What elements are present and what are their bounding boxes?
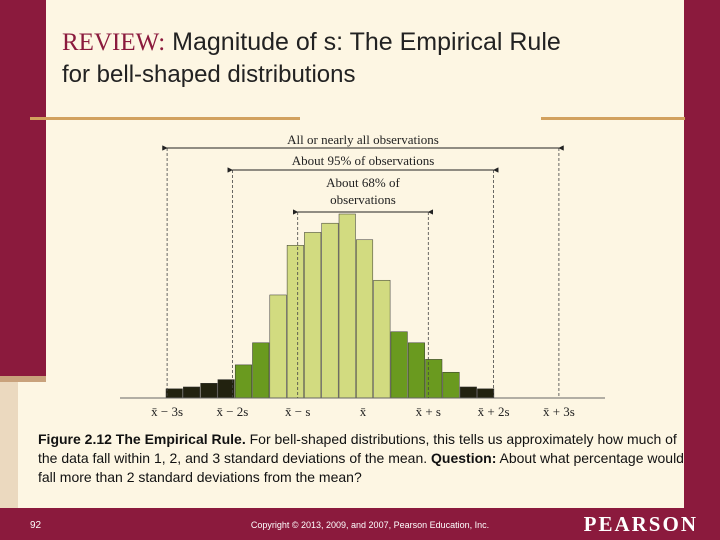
page-number: 92 <box>30 520 42 531</box>
caption-question-label: Question: <box>431 450 497 466</box>
histogram-bar <box>477 388 495 399</box>
annotation-label-bg <box>261 153 465 168</box>
histogram-bar <box>165 388 183 399</box>
slide-title: REVIEW: Magnitude of s: The Empirical Ru… <box>62 26 682 91</box>
caption-question: About what percentage would fall more th… <box>38 450 684 485</box>
histogram-bar <box>252 342 270 399</box>
x-tick-label: x̄ + s <box>416 404 441 419</box>
histogram-bar <box>304 232 322 399</box>
figure-caption: Figure 2.12 The Empirical Rule. For bell… <box>38 430 698 487</box>
histogram-bar <box>183 386 201 399</box>
histogram-bar <box>390 331 408 399</box>
annotation-label: About 68% of <box>326 175 400 190</box>
title-divider-right <box>541 117 685 120</box>
left-accent-notch <box>0 376 46 382</box>
annotation-label: observations <box>330 192 396 207</box>
annotation-label-bg <box>309 172 417 206</box>
annotation-label-bg <box>261 132 465 147</box>
title-main: Magnitude of s: The Empirical Rule <box>172 28 561 56</box>
annotation-label: All or nearly all observations <box>287 132 439 147</box>
histogram-bar <box>338 213 356 399</box>
histogram-bar <box>459 386 477 399</box>
histogram-bar <box>234 364 252 399</box>
x-tick-label: x̄ + 2s <box>478 404 510 419</box>
title-line2: for bell-shaped distributions <box>62 61 356 88</box>
left-decor-strip <box>0 382 18 540</box>
empirical-rule-chart: All or nearly all observations About 95% … <box>120 132 605 419</box>
copyright-text: Copyright © 2013, 2009, and 2007, Pearso… <box>250 520 490 530</box>
annotation-label: About 95% of observations <box>292 153 435 168</box>
title-divider-left <box>30 117 300 120</box>
title-prefix: REVIEW: <box>62 29 166 56</box>
caption-lead: Figure 2.12 The Empirical Rule. <box>38 431 246 447</box>
histogram-bar <box>217 379 235 399</box>
x-tick-label: x̄ − s <box>285 404 310 419</box>
footer-bar <box>0 508 720 540</box>
histogram-bar <box>321 222 339 399</box>
histogram-bar <box>442 371 460 399</box>
histogram-bar <box>407 342 425 399</box>
caption-body: For bell-shaped distributions, this tell… <box>38 431 677 466</box>
right-accent-bar <box>684 0 720 540</box>
histogram-bar <box>200 383 218 399</box>
histogram-bar <box>286 245 304 399</box>
pearson-logo: PEARSON <box>583 512 698 536</box>
x-tick-label: x̄ − 3s <box>151 404 183 419</box>
histogram-bar <box>373 279 391 399</box>
x-tick-label: x̄ + 3s <box>543 404 575 419</box>
histogram-bar <box>356 239 374 399</box>
histogram-bar <box>269 294 287 399</box>
x-tick-label: x̄ − 2s <box>216 404 248 419</box>
x-tick-label: x̄ <box>360 404 367 419</box>
left-accent-bar <box>0 0 46 380</box>
